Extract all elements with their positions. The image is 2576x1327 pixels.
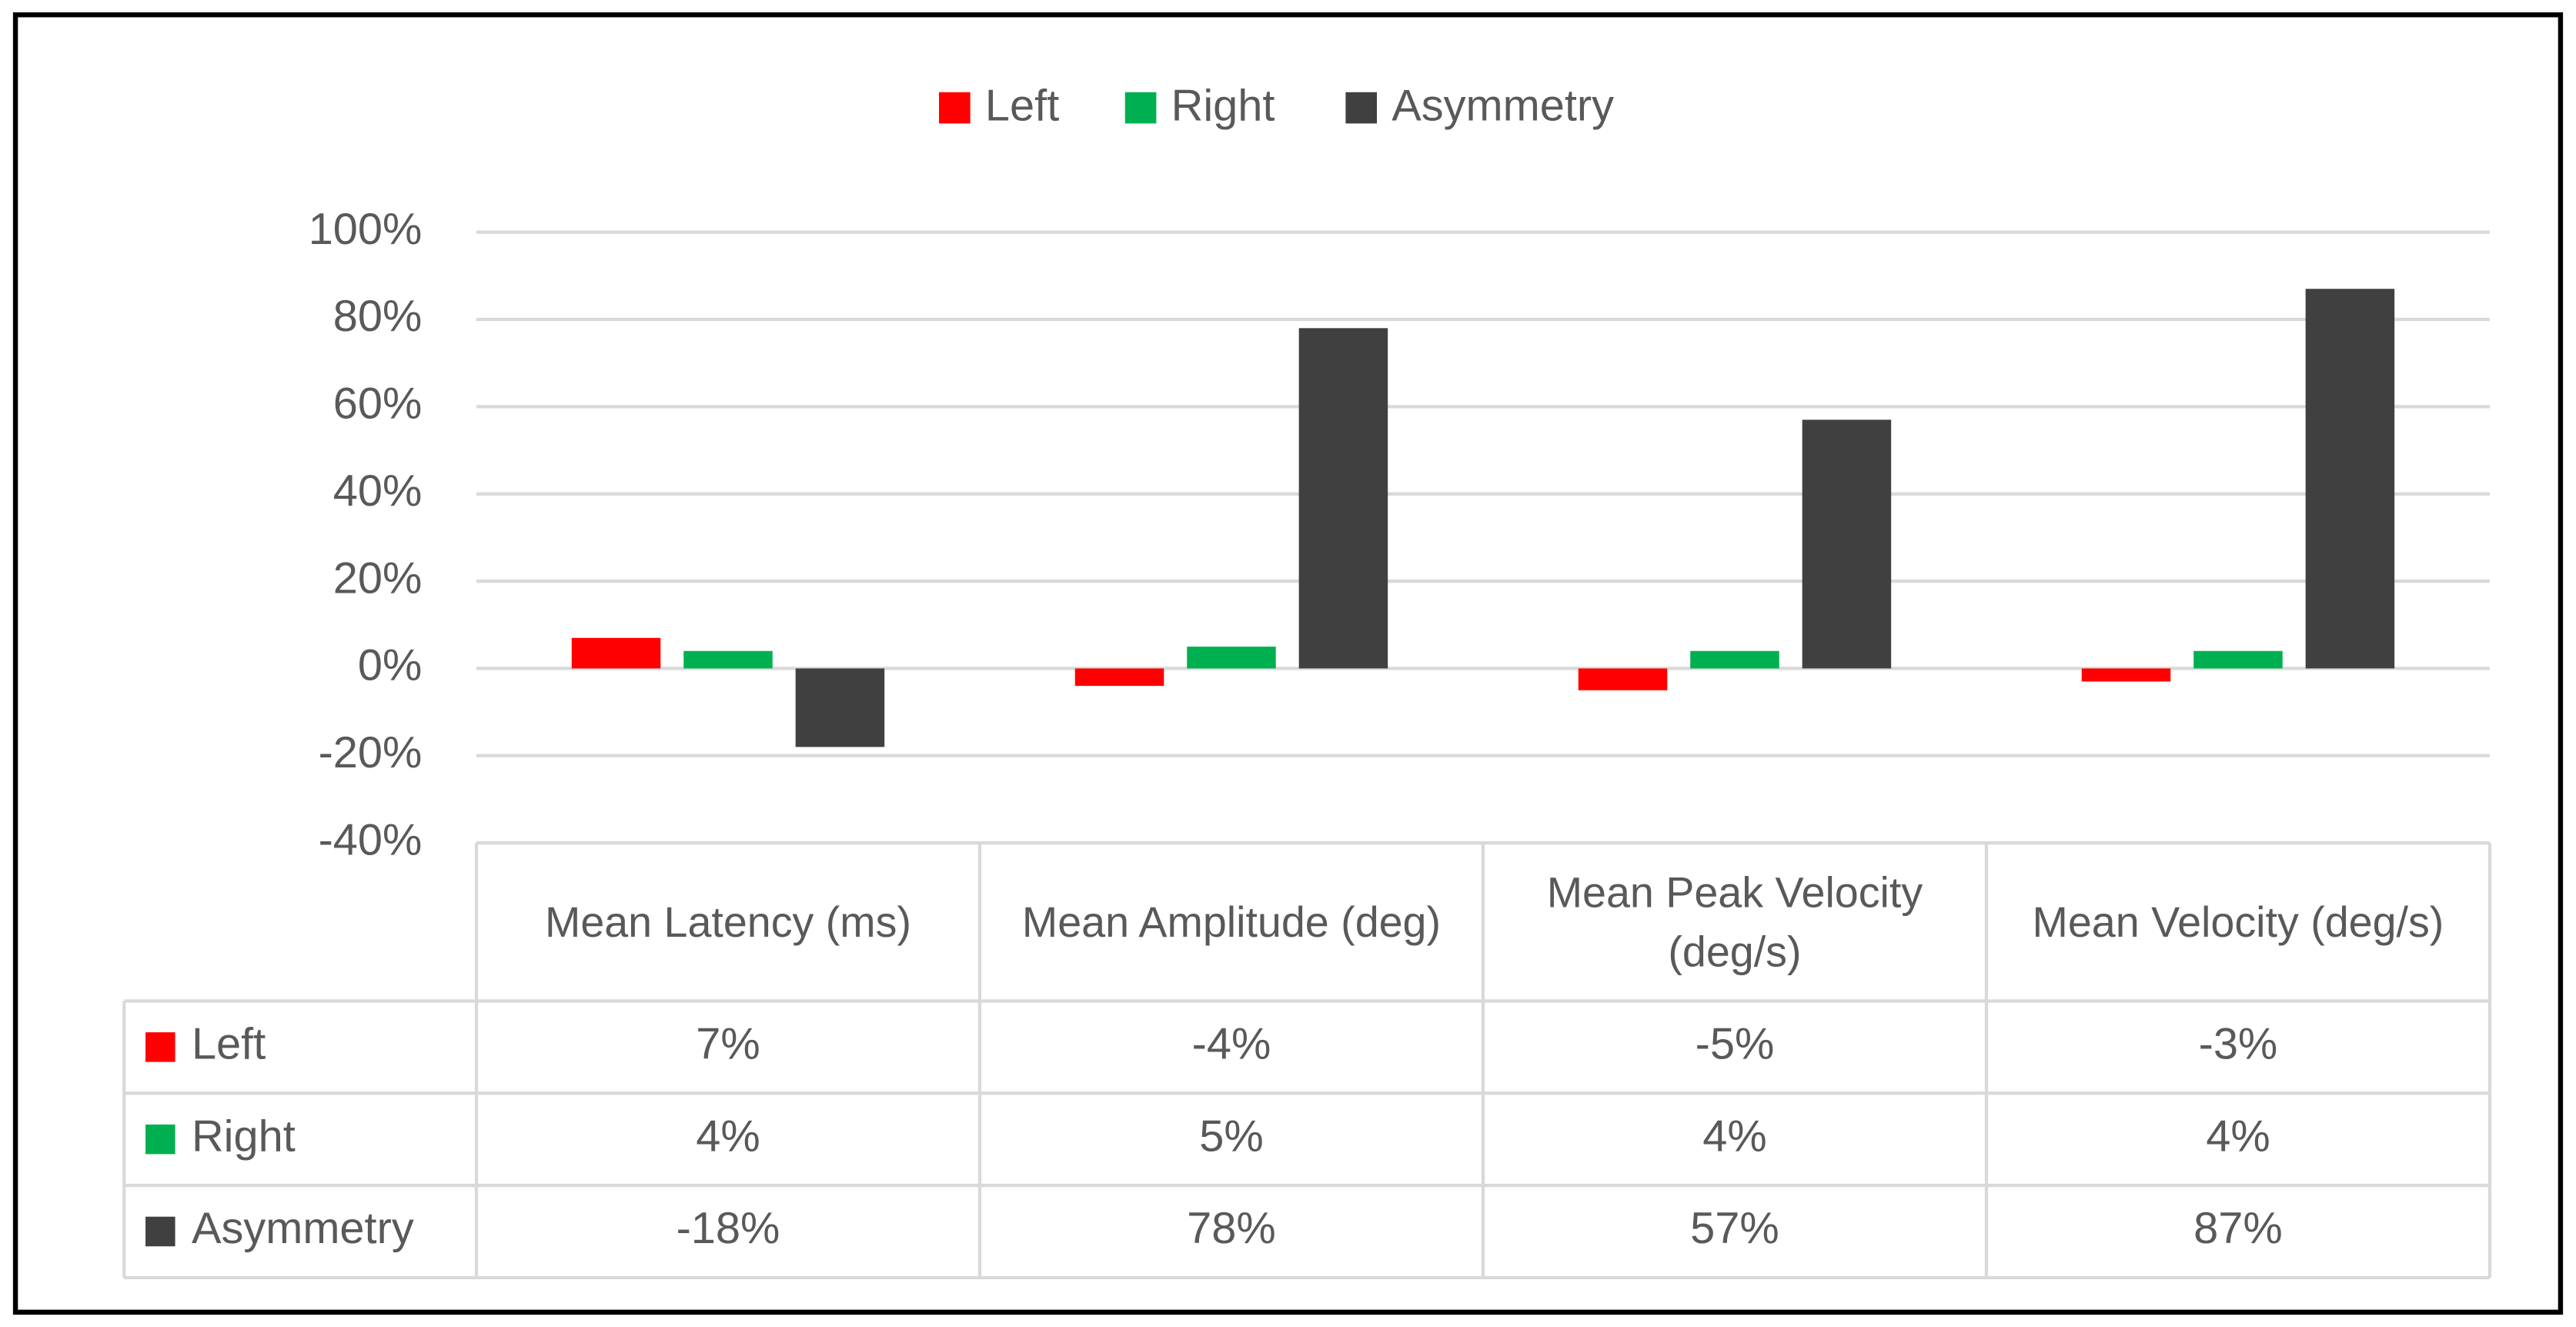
table-value: 87% bbox=[2193, 1204, 2283, 1253]
category-header: Mean Latency (ms) bbox=[544, 897, 911, 947]
category-header: Mean Peak Velocity (deg/s) bbox=[1546, 867, 1923, 977]
table-row-label: Left bbox=[192, 1020, 266, 1069]
table-value: -4% bbox=[1192, 1020, 1271, 1069]
y-tick-label: -40% bbox=[319, 815, 423, 864]
y-tick-label: 20% bbox=[333, 553, 423, 603]
table-value: 4% bbox=[1702, 1111, 1766, 1161]
bar bbox=[1074, 668, 1164, 687]
table-legend-swatch bbox=[145, 1032, 175, 1062]
legend-label: Left bbox=[985, 81, 1059, 130]
table-value: 4% bbox=[2206, 1111, 2270, 1161]
y-tick-label: 80% bbox=[333, 292, 423, 341]
table-value: -5% bbox=[1696, 1020, 1775, 1069]
bar bbox=[571, 637, 661, 669]
table-row-label: Right bbox=[192, 1111, 296, 1161]
category-header: Mean Velocity (deg/s) bbox=[2032, 897, 2444, 947]
bar bbox=[1802, 419, 1892, 669]
legend-swatch bbox=[1124, 92, 1157, 124]
bar bbox=[1187, 647, 1276, 669]
bar bbox=[2193, 650, 2283, 669]
y-tick-label: -20% bbox=[319, 728, 423, 777]
category-header: Mean Amplitude (deg) bbox=[1021, 897, 1442, 947]
category-header-box: Mean Latency (ms) bbox=[544, 897, 911, 947]
bar bbox=[2305, 289, 2395, 669]
bar bbox=[795, 668, 885, 747]
legend-label: Asymmetry bbox=[1392, 81, 1614, 130]
bar bbox=[683, 650, 773, 669]
legend-label: Right bbox=[1171, 81, 1275, 130]
bar bbox=[2081, 668, 2171, 682]
table-value: -18% bbox=[677, 1204, 780, 1253]
y-tick-label: 40% bbox=[333, 466, 423, 516]
category-header-box: Mean Peak Velocity (deg/s) bbox=[1546, 867, 1923, 977]
y-tick-label: 0% bbox=[358, 641, 422, 690]
y-tick-label: 60% bbox=[333, 379, 423, 429]
table-value: -3% bbox=[2199, 1020, 2278, 1069]
table-legend-swatch bbox=[145, 1216, 175, 1247]
table-row-label: Asymmetry bbox=[192, 1204, 414, 1253]
legend-swatch bbox=[939, 92, 971, 124]
table-value: 78% bbox=[1187, 1204, 1276, 1253]
y-tick-label: 100% bbox=[309, 205, 423, 254]
table-value: 7% bbox=[696, 1020, 760, 1069]
table-value: 4% bbox=[696, 1111, 760, 1161]
table-legend-swatch bbox=[145, 1124, 175, 1155]
category-header-box: Mean Velocity (deg/s) bbox=[2032, 897, 2444, 947]
bar bbox=[1298, 328, 1388, 669]
chart-border bbox=[12, 12, 2564, 1315]
bar bbox=[1578, 668, 1668, 690]
table-value: 57% bbox=[1690, 1204, 1779, 1253]
category-header-box: Mean Amplitude (deg) bbox=[1021, 897, 1442, 947]
legend-swatch bbox=[1345, 92, 1378, 124]
bar bbox=[1690, 650, 1779, 669]
table-value: 5% bbox=[1199, 1111, 1263, 1161]
